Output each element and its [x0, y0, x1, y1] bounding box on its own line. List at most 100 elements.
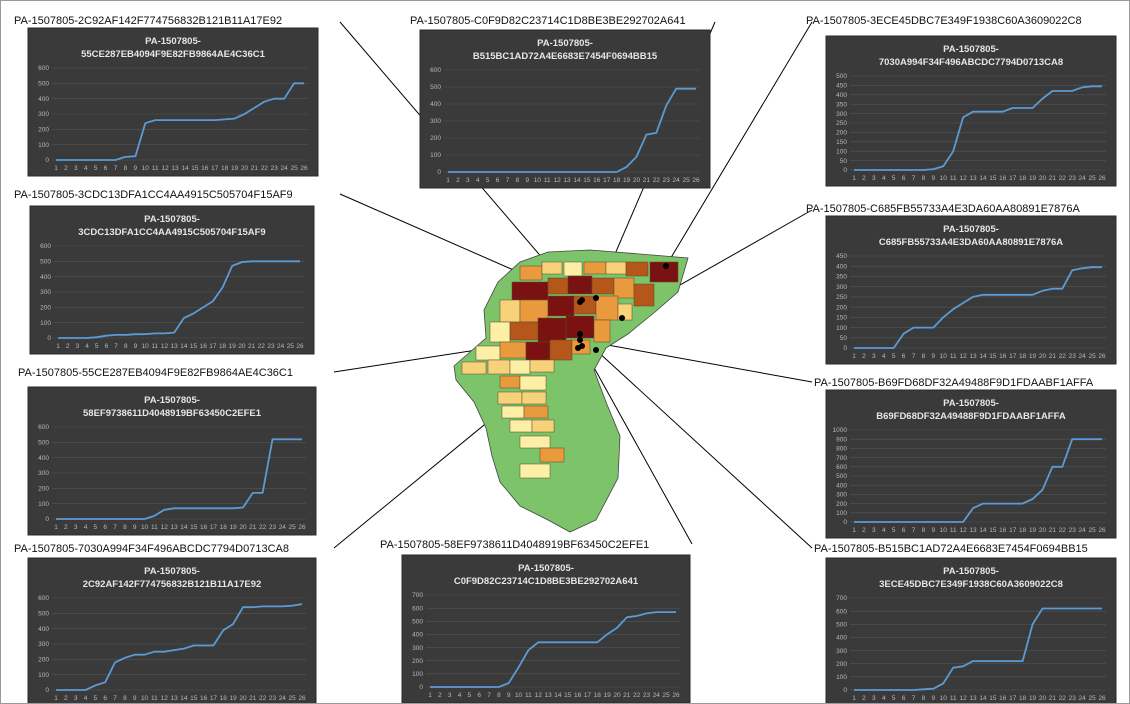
chart-background [825, 35, 1117, 187]
x-tick-label: 4 [882, 175, 886, 182]
x-tick-label: 26 [692, 177, 700, 184]
x-tick-label: 8 [922, 527, 926, 534]
x-tick-label: 16 [200, 343, 208, 350]
map-parcel [583, 261, 607, 275]
map-parcel [567, 275, 593, 295]
x-tick-label: 8 [516, 177, 520, 184]
y-tick-label: 300 [430, 118, 441, 125]
x-tick-label: 11 [950, 695, 957, 702]
x-tick-label: 7 [113, 524, 117, 531]
x-tick-label: 12 [161, 343, 169, 350]
map-parcel [487, 359, 511, 375]
x-tick-label: 14 [573, 177, 581, 184]
y-tick-label: 100 [836, 510, 847, 517]
y-tick-label: 200 [836, 661, 847, 668]
x-tick-label: 23 [271, 165, 279, 172]
x-tick-label: 6 [902, 527, 906, 534]
x-tick-label: 24 [1079, 175, 1087, 182]
x-tick-label: 25 [290, 165, 298, 172]
y-tick-label: 450 [836, 83, 847, 90]
location-dot [577, 331, 583, 337]
series-line [854, 266, 1102, 349]
x-tick-label: 23 [269, 695, 277, 702]
chart-panel: PA-1507805- 3ECE45DBC7E349F1938C60A360902… [825, 557, 1117, 704]
x-tick-label: 2 [64, 695, 68, 702]
x-tick-label: 3 [76, 343, 80, 350]
x-tick-label: 18 [220, 524, 228, 531]
x-tick-label: 8 [497, 692, 501, 699]
chart-background [29, 205, 315, 355]
x-tick-label: 18 [220, 695, 228, 702]
x-tick-label: 26 [298, 524, 306, 531]
map-parcel [563, 261, 583, 277]
map-parcel [521, 391, 547, 405]
x-tick-label: 22 [1059, 175, 1067, 182]
x-tick-label: 21 [1049, 175, 1057, 182]
series-line [448, 87, 696, 173]
x-tick-label: 10 [142, 165, 150, 172]
chart-panel: PA-1507805- C0F9D82C23714C1D8BE3BE292702A… [401, 554, 691, 704]
x-tick-label: 15 [191, 165, 199, 172]
x-tick-label: 22 [1059, 527, 1067, 534]
map-parcel [509, 321, 539, 341]
y-tick-label: 300 [412, 645, 423, 652]
chart-background [825, 389, 1117, 539]
x-tick-label: 4 [882, 353, 886, 360]
callout-label: PA-1507805-C0F9D82C23714C1D8BE3BE292702A… [410, 15, 686, 27]
x-tick-label: 13 [544, 692, 552, 699]
y-tick-label: 100 [38, 501, 49, 508]
x-tick-label: 16 [593, 177, 601, 184]
x-tick-label: 23 [1069, 353, 1077, 360]
chart-title-line2: C0F9D82C23714C1D8BE3BE292702A641 [454, 576, 639, 587]
x-tick-label: 10 [940, 175, 948, 182]
x-tick-label: 10 [940, 353, 948, 360]
y-tick-label: 700 [836, 455, 847, 462]
x-tick-label: 18 [221, 165, 229, 172]
callout-label: PA-1507805-7030A994F34F496ABCDC7794D0713… [14, 543, 289, 555]
y-tick-label: 300 [836, 111, 847, 118]
map-parcel [489, 321, 511, 343]
x-tick-label: 4 [476, 177, 480, 184]
x-tick-label: 14 [180, 343, 188, 350]
x-tick-label: 18 [594, 692, 602, 699]
chart-title-line1: PA-1507805- [943, 224, 999, 235]
x-tick-label: 22 [261, 165, 269, 172]
x-tick-label: 13 [171, 343, 179, 350]
x-tick-label: 15 [190, 695, 198, 702]
x-tick-label: 3 [448, 692, 452, 699]
series-line [854, 85, 1102, 171]
y-tick-label: 600 [836, 464, 847, 471]
x-tick-label: 5 [94, 165, 98, 172]
x-tick-label: 6 [902, 175, 906, 182]
x-tick-label: 9 [932, 527, 936, 534]
x-tick-label: 26 [1098, 695, 1106, 702]
x-tick-label: 20 [613, 692, 621, 699]
x-tick-label: 5 [94, 695, 98, 702]
x-tick-label: 1 [54, 695, 58, 702]
x-tick-label: 18 [1019, 695, 1027, 702]
x-tick-label: 25 [1088, 353, 1096, 360]
x-tick-label: 25 [1088, 527, 1096, 534]
x-tick-label: 2 [456, 177, 460, 184]
x-tick-label: 14 [979, 353, 987, 360]
parcel-map [453, 249, 689, 533]
x-tick-label: 7 [912, 175, 916, 182]
location-dot [579, 343, 585, 349]
x-tick-label: 21 [249, 695, 257, 702]
map-parcel [511, 281, 549, 301]
y-tick-label: 500 [38, 81, 49, 88]
x-tick-label: 12 [162, 165, 170, 172]
x-tick-label: 21 [643, 177, 651, 184]
x-tick-label: 14 [979, 695, 987, 702]
y-tick-label: 900 [836, 436, 847, 443]
x-tick-label: 19 [1029, 175, 1037, 182]
x-tick-label: 24 [277, 343, 285, 350]
leader-line [665, 21, 813, 267]
y-tick-label: 400 [38, 96, 49, 103]
x-tick-label: 19 [604, 692, 612, 699]
x-tick-label: 13 [969, 695, 977, 702]
map-parcel [519, 435, 551, 449]
x-tick-label: 15 [989, 353, 997, 360]
x-tick-label: 1 [852, 695, 856, 702]
y-tick-label: 200 [412, 658, 423, 665]
